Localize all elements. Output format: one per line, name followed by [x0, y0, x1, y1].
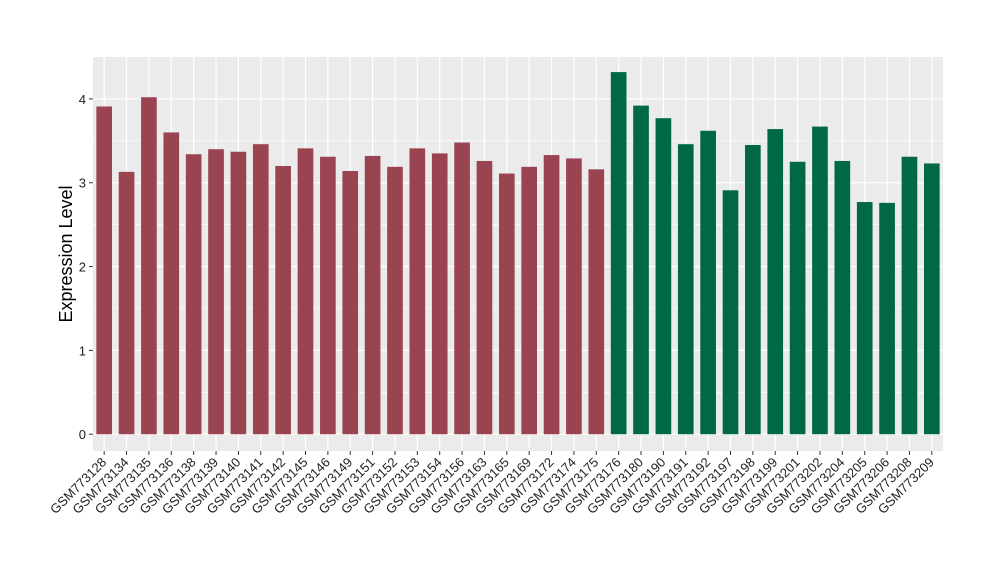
bar-GSM773139 — [208, 149, 224, 435]
y-tick-label: 0 — [79, 427, 86, 442]
bar-GSM773163 — [476, 160, 493, 435]
y-axis: 0 1 2 3 4 — [79, 92, 93, 442]
bar-GSM773208 — [901, 156, 918, 435]
bar-GSM773138 — [185, 154, 202, 435]
bar-GSM773136 — [163, 132, 180, 435]
bar-GSM773156 — [454, 142, 470, 435]
bar-GSM773198 — [745, 145, 761, 435]
bar-GSM773142 — [275, 165, 291, 435]
bar-GSM773190 — [655, 118, 672, 435]
bar-GSM773175 — [588, 169, 605, 435]
bar-GSM773152 — [387, 166, 403, 435]
bar-GSM773204 — [834, 160, 851, 435]
bar-GSM773165 — [498, 173, 515, 435]
bar-GSM773134 — [118, 171, 135, 435]
bar-GSM773199 — [767, 129, 784, 435]
bar-GSM773202 — [812, 126, 828, 435]
y-tick-label: 3 — [79, 176, 86, 191]
y-tick-label: 4 — [79, 92, 86, 107]
bar-GSM773146 — [320, 156, 336, 435]
bar-GSM773197 — [722, 190, 739, 435]
bar-GSM773176 — [610, 72, 627, 435]
bar-GSM773209 — [923, 163, 940, 435]
bar-GSM773201 — [789, 161, 806, 435]
bar-GSM773154 — [431, 153, 448, 435]
bar-GSM773149 — [342, 171, 359, 435]
y-tick-label: 2 — [79, 260, 86, 275]
y-axis-title: Expression Level — [56, 185, 76, 322]
bar-GSM773174 — [566, 158, 582, 435]
bar-GSM773205 — [856, 202, 873, 435]
x-axis: GSM773128GSM773134GSM773135GSM773136GSM7… — [47, 451, 937, 517]
bar-GSM773172 — [543, 155, 560, 435]
y-tick-label: 1 — [79, 343, 86, 358]
bar-GSM773169 — [521, 166, 538, 435]
bar-GSM773153 — [409, 148, 426, 435]
bar-GSM773206 — [879, 202, 895, 435]
bar-GSM773192 — [700, 130, 716, 435]
bar-GSM773140 — [230, 151, 247, 435]
bar-GSM773191 — [677, 144, 694, 435]
bar-GSM773135 — [141, 97, 157, 435]
bars — [96, 72, 940, 435]
bar-GSM773141 — [252, 144, 269, 435]
bar-GSM773128 — [96, 106, 113, 435]
bar-GSM773145 — [297, 148, 314, 435]
bar-GSM773180 — [633, 105, 649, 435]
bar-GSM773151 — [364, 155, 381, 435]
